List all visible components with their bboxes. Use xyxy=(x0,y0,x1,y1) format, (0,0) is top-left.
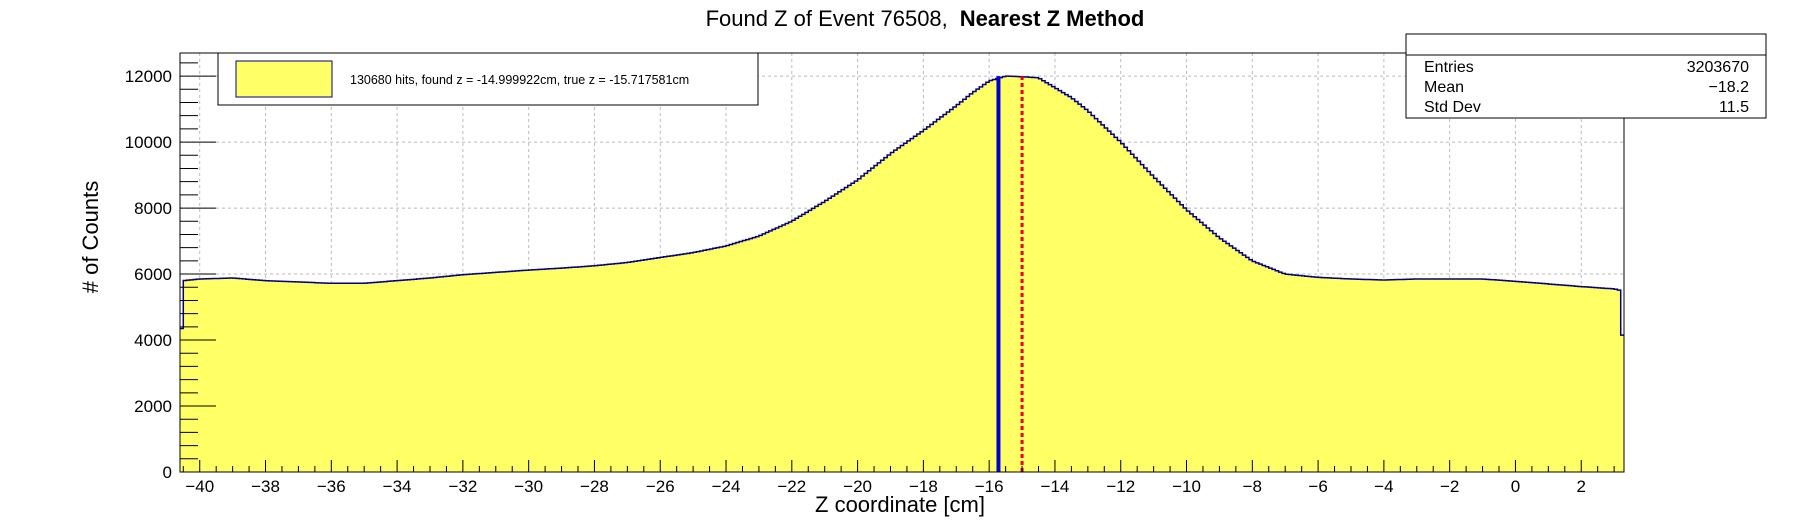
y-tick-label: 8000 xyxy=(134,199,172,218)
y-axis-title: # of Counts xyxy=(78,181,103,294)
stats-entries-value: 3203670 xyxy=(1687,59,1749,76)
x-tick-label: −34 xyxy=(383,477,412,496)
x-axis: −40 −38 −36 −34 −32 −30 −28 −26 −24 −22 −20 −18 −16−… xyxy=(182,460,1615,496)
stats-mean-value: −18.2 xyxy=(1709,79,1750,96)
x-tick-label: −8 xyxy=(1243,477,1262,496)
legend: 130680 hits, found z = -14.999922cm, tru… xyxy=(217,52,759,106)
stats-mean-label: Mean xyxy=(1424,79,1464,96)
plot-frame xyxy=(179,52,1625,473)
x-tick-label: −28 xyxy=(580,477,609,496)
stats-entries-label: Entries xyxy=(1424,59,1474,76)
y-tick-label: 6000 xyxy=(134,265,172,284)
x-tick-label: −40 xyxy=(185,477,214,496)
y-tick-label: 2000 xyxy=(134,397,172,416)
x-tick-label: 2 xyxy=(1577,477,1586,496)
x-tick-label: −16 xyxy=(975,477,1004,496)
legend-entry-text: 130680 hits, found z = -14.999922cm, tru… xyxy=(350,73,689,87)
x-tick-label: −10 xyxy=(1172,477,1201,496)
x-tick-label: −26 xyxy=(646,477,675,496)
x-tick-label: 0 xyxy=(1511,477,1520,496)
x-tick-label: −18 xyxy=(909,477,938,496)
x-tick-label: −20 xyxy=(843,477,872,496)
chart-title-method: Nearest Z Method xyxy=(960,6,1145,31)
x-tick-label: −30 xyxy=(514,477,543,496)
y-tick-label: 4000 xyxy=(134,331,172,350)
x-axis-title: Z coordinate [cm] xyxy=(815,492,985,517)
x-tick-label: −22 xyxy=(777,477,806,496)
chart-title: Found Z of Event 76508, Nearest Z Method xyxy=(706,6,1145,31)
histogram-outline xyxy=(180,75,1624,336)
x-tick-label: −14 xyxy=(1041,477,1070,496)
x-tick-label: −38 xyxy=(251,477,280,496)
y-tick-label: 12000 xyxy=(125,67,172,86)
x-tick-label: −36 xyxy=(317,477,346,496)
x-tick-label: −4 xyxy=(1374,477,1393,496)
stats-box: Entries 3203670 Mean −18.2 Std Dev 11.5 xyxy=(1405,33,1767,119)
x-tick-label: −24 xyxy=(712,477,741,496)
x-tick-label: −12 xyxy=(1106,477,1135,496)
stats-stddev-value: 11.5 xyxy=(1719,99,1749,116)
stats-stddev-label: Std Dev xyxy=(1424,99,1481,116)
histogram-fill xyxy=(180,76,1624,472)
x-tick-label: −2 xyxy=(1440,477,1459,496)
legend-swatch xyxy=(235,60,333,98)
x-tick-label: −6 xyxy=(1308,477,1327,496)
y-tick-label: 0 xyxy=(163,463,172,482)
y-tick-label: 10000 xyxy=(125,133,172,152)
stats-frame xyxy=(1405,33,1767,119)
x-tick-label: −32 xyxy=(448,477,477,496)
chart-title-prefix: Found Z of Event 76508, xyxy=(706,6,948,31)
y-axis: 0 2000 4000 6000 8000 10000 12000 xyxy=(125,62,216,482)
